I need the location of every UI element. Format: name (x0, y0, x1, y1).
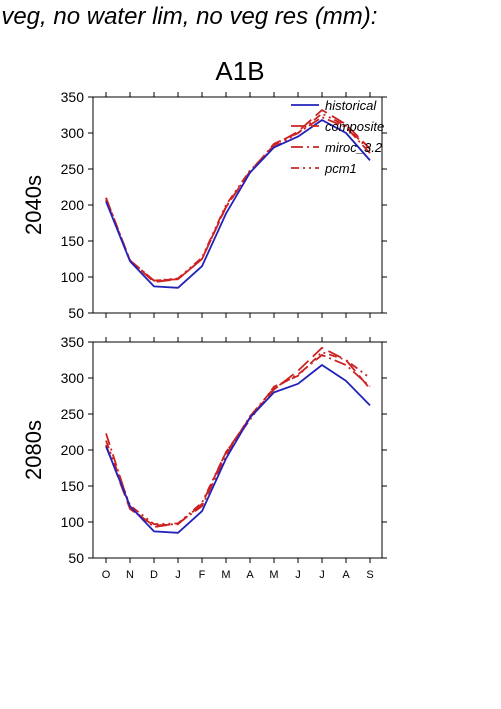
legend-label-historical: historical (325, 98, 377, 113)
x-tick-label: J (295, 569, 301, 581)
series-line-historical (105, 364, 371, 534)
x-tick-label: F (199, 569, 206, 581)
x-tick-label: M (269, 569, 278, 581)
panel-2040s: 50 100 150 200 250 300 350 2040s historical compo… (21, 89, 387, 321)
x-tick-label: O (102, 569, 111, 581)
y-tick-label: 100 (61, 514, 85, 530)
legend-label-pcm1: pcm1 (324, 161, 357, 176)
page-title: f veg, no water lim, no veg res (mm): (0, 3, 378, 30)
y-tick-label: 150 (61, 233, 85, 249)
row-label-2080s: 2080s (21, 420, 46, 480)
series-line-miroc_3.2 (105, 354, 371, 528)
x-tick-label: S (366, 569, 373, 581)
series-line-miroc_3.2 (105, 116, 371, 282)
y-tick-label: 150 (61, 478, 85, 494)
plot-frame (92, 341, 383, 559)
series-line-historical (105, 119, 371, 289)
legend: historical composite miroc_3.2 pcm1 (291, 98, 384, 176)
x-tick-label: J (175, 569, 181, 581)
scenario-title: A1B (215, 56, 265, 86)
row-label-2040s: 2040s (21, 175, 46, 235)
y-tick-label: 300 (61, 370, 85, 386)
x-tick-label: A (342, 569, 350, 581)
legend-label-composite: composite (325, 119, 384, 134)
y-tick-label: 50 (68, 305, 84, 321)
y-tick-label: 200 (61, 197, 85, 213)
series-line-pcm1 (105, 112, 371, 282)
x-tick-label: N (126, 569, 134, 581)
y-tick-label: 50 (68, 550, 84, 566)
y-tick-label: 250 (61, 406, 85, 422)
y-tick-label: 250 (61, 161, 85, 177)
x-tick-label: J (319, 569, 325, 581)
y-tick-label: 350 (61, 334, 85, 350)
x-tick-label: M (221, 569, 230, 581)
y-tick-label: 200 (61, 442, 85, 458)
x-tick-label: A (246, 569, 254, 581)
x-tick-label: D (150, 569, 158, 581)
y-tick-label: 350 (61, 89, 85, 105)
panel-2080s: 50 100 150 200 250 300 350 O N D J F M A M J J A S 2080s (21, 334, 387, 581)
series-line-composite (105, 109, 371, 283)
legend-label-miroc_3.2: miroc_3.2 (325, 140, 383, 155)
y-tick-label: 100 (61, 269, 85, 285)
y-tick-label: 300 (61, 125, 85, 141)
